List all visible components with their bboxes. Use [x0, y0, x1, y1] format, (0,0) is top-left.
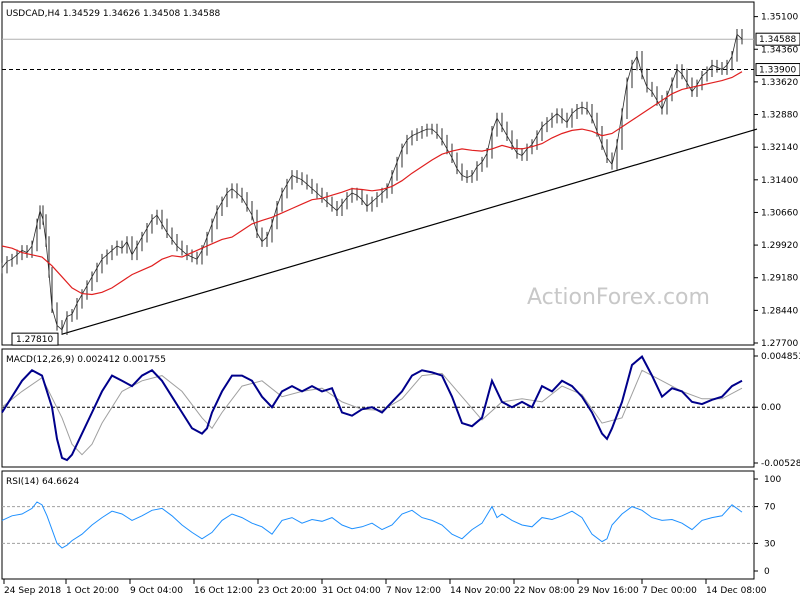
price-y-tick-label: 1.27700 [761, 339, 798, 349]
price-y-tick-label: 1.31400 [761, 176, 798, 186]
price-y-tick-label: 1.32140 [761, 143, 798, 153]
price-y-tick-label: 1.32880 [761, 111, 798, 121]
macd-panel [1, 348, 755, 468]
macd-title: MACD(12,26,9) 0.002412 0.001755 [6, 355, 166, 365]
price-y-tick-label: 1.35100 [761, 13, 798, 23]
level-price-label-box [755, 63, 800, 77]
current-price-label: 1.34588 [759, 35, 796, 45]
trendline [61, 128, 758, 335]
x-tick-label: 29 Nov 16:00 [578, 586, 639, 596]
watermark: ActionForex.com [527, 285, 710, 310]
x-tick-label: 7 Nov 12:00 [386, 586, 441, 596]
low-price-box [11, 332, 59, 346]
x-tick-label: 22 Nov 08:00 [514, 586, 575, 596]
rsi-title: RSI(14) 64.6624 [6, 477, 79, 487]
price-y-tick-label: 1.28440 [761, 306, 798, 316]
x-tick-label: 31 Oct 04:00 [322, 586, 381, 596]
low-price-label: 1.27810 [16, 335, 53, 345]
x-tick-label: 16 Oct 12:00 [194, 586, 253, 596]
level-price-label: 1.33900 [759, 66, 796, 76]
x-tick-label: 9 Oct 04:00 [130, 586, 183, 596]
price-title: USDCAD,H4 1.34529 1.34626 1.34508 1.3458… [6, 9, 221, 19]
x-tick-label: 23 Oct 20:00 [258, 586, 317, 596]
x-tick-label: 24 Sep 2018 [4, 586, 61, 596]
price-series [1, 33, 743, 331]
rsi-y-tick-label: 30 [764, 539, 776, 549]
moving-average-line [1, 71, 743, 296]
rsi-y-tick-label: 100 [764, 475, 781, 485]
macd-line [1, 355, 743, 462]
current-price-label-box [755, 32, 800, 46]
price-y-tick-label: 1.29180 [761, 274, 798, 284]
price-y-tick-label: 1.33620 [761, 78, 798, 88]
price-panel [1, 1, 755, 346]
rsi-y-tick-label: 70 [764, 503, 776, 513]
macd-y-tick-label: 0.00 [761, 403, 781, 413]
x-tick-label: 1 Oct 20:00 [66, 586, 119, 596]
x-tick-label: 7 Dec 00:00 [642, 586, 697, 596]
macd-signal-line [1, 369, 743, 456]
price-y-tick-label: 1.34360 [761, 45, 798, 55]
x-tick-label: 14 Nov 20:00 [450, 586, 511, 596]
rsi-y-tick-label: 0 [764, 567, 770, 577]
rsi-line [1, 501, 743, 549]
rsi-panel [1, 470, 755, 580]
price-y-tick-label: 1.29920 [761, 241, 798, 251]
macd-y-tick-label: 0.004853 [761, 352, 800, 362]
x-tick-label: 14 Dec 08:00 [706, 586, 767, 596]
price-y-tick-label: 1.30660 [761, 208, 798, 218]
macd-y-tick-label: -0.005284 [761, 459, 800, 469]
